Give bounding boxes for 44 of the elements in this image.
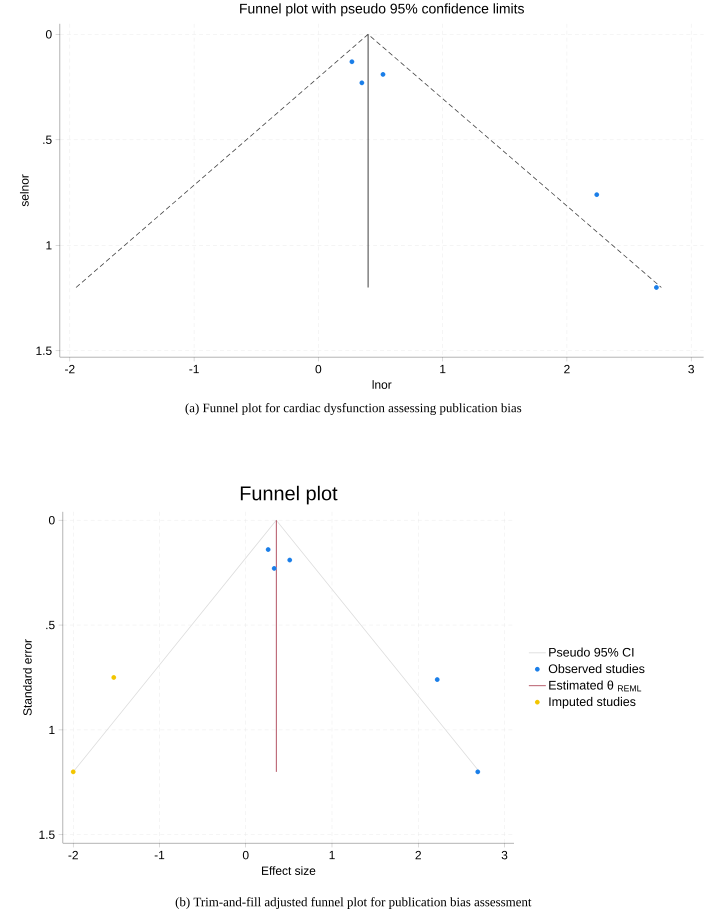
point — [360, 80, 364, 86]
chart-title: Funnel plot — [241, 486, 338, 504]
x-tick-label: 1 — [440, 364, 446, 374]
y-tick-label: .5 — [43, 136, 52, 144]
x-tick-label: 2 — [564, 364, 570, 374]
y-axis-title: selnor — [20, 174, 29, 206]
y-tick-label: 1.5 — [36, 346, 52, 355]
x-axis-title: lnor — [372, 380, 392, 389]
point — [266, 547, 271, 552]
point — [435, 677, 440, 682]
point — [476, 769, 480, 774]
x-tick-label: 1 — [330, 850, 335, 860]
x-tick-label: 0 — [316, 364, 322, 374]
x-tick-label: 0 — [243, 850, 249, 860]
y-tick-label: 1.5 — [40, 830, 55, 839]
y-tick-label: 0 — [49, 516, 55, 524]
legend-label: Observed studies — [549, 664, 645, 674]
point — [272, 566, 277, 571]
point — [288, 558, 292, 562]
x-axis-title: Effect size — [262, 866, 316, 875]
legend-label: Estimated θ $_{REML}$ — [549, 680, 642, 692]
point — [654, 285, 659, 290]
x-tick-label: 2 — [416, 850, 422, 860]
point — [71, 769, 76, 774]
text: (a) Funnel plot for cardiac dysfunction assessing publication bias — [186, 403, 522, 415]
y-tick-label: 1 — [46, 241, 52, 250]
point — [380, 72, 386, 77]
legend-label: Pseudo 95% CI — [549, 648, 634, 657]
x-tick-label: -1 — [190, 364, 200, 374]
x-tick-label: -2 — [65, 364, 75, 374]
point — [350, 59, 355, 64]
x-tick-label: -2 — [68, 850, 78, 860]
chart-title: Funnel plot with pseudo 95% confidence limits — [240, 3, 524, 16]
y-tick-label: 0 — [46, 30, 52, 39]
x-tick-label: 3 — [688, 364, 694, 374]
y-axis-title: Standard error — [23, 639, 32, 716]
text: (b) Trim-and-fill adjusted funnel plot for publication bias assessment — [176, 897, 532, 909]
x-tick-label: -1 — [154, 850, 164, 860]
point — [594, 192, 600, 198]
y-tick-label: 1 — [50, 726, 55, 734]
y-tick-label: .5 — [46, 620, 55, 630]
x-tick-label: 3 — [502, 850, 508, 860]
point — [112, 675, 116, 680]
legend-label: Imputed studies — [550, 696, 636, 709]
